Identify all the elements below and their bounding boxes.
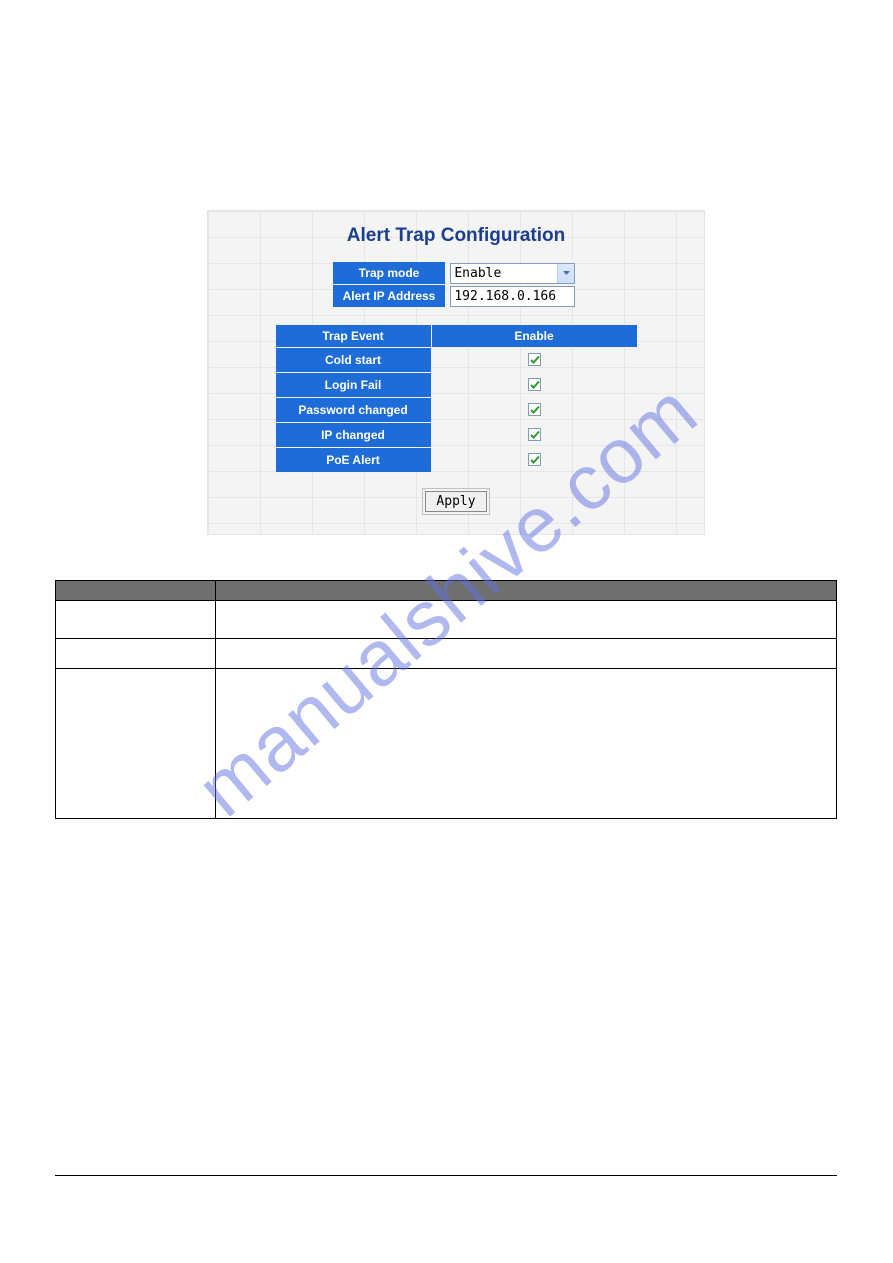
password-changed-checkbox[interactable] xyxy=(528,403,541,416)
cold-start-checkbox[interactable] xyxy=(528,353,541,366)
alert-ip-cell: 192.168.0.166 xyxy=(446,285,579,307)
col-trap-event: Trap Event xyxy=(276,325,431,347)
trap-mode-cell: Enable xyxy=(446,262,579,284)
chevron-down-icon xyxy=(557,264,574,283)
event-password-changed: Password changed xyxy=(276,398,431,422)
desc-header-row xyxy=(56,581,837,601)
poe-alert-checkbox[interactable] xyxy=(528,453,541,466)
config-table: Trap mode Enable Alert IP Address 192.16… xyxy=(332,261,581,308)
ip-changed-checkbox[interactable] xyxy=(528,428,541,441)
alert-ip-row: Alert IP Address 192.168.0.166 xyxy=(333,285,580,307)
apply-button[interactable]: Apply xyxy=(425,491,486,512)
desc-header-1 xyxy=(56,581,216,601)
event-cold-start-check-cell xyxy=(432,348,637,372)
desc-cell xyxy=(56,669,216,819)
table-row: Cold start xyxy=(276,348,637,372)
footer-divider xyxy=(55,1175,837,1176)
desc-cell xyxy=(216,639,837,669)
trap-mode-label: Trap mode xyxy=(333,262,446,284)
table-row: PoE Alert xyxy=(276,448,637,472)
trap-event-table: Trap Event Enable Cold start Login Fail … xyxy=(275,324,638,473)
desc-cell xyxy=(56,639,216,669)
alert-trap-panel: Alert Trap Configuration Trap mode Enabl… xyxy=(207,210,705,535)
table-row xyxy=(56,669,837,819)
table-row: Password changed xyxy=(276,398,637,422)
trap-mode-value: Enable xyxy=(454,266,501,281)
alert-ip-input[interactable]: 192.168.0.166 xyxy=(450,286,575,307)
login-fail-checkbox[interactable] xyxy=(528,378,541,391)
desc-cell xyxy=(56,601,216,639)
alert-ip-value: 192.168.0.166 xyxy=(454,289,556,304)
desc-cell xyxy=(216,601,837,639)
event-ip-changed-check-cell xyxy=(432,423,637,447)
desc-cell xyxy=(216,669,837,819)
event-login-fail-check-cell xyxy=(432,373,637,397)
event-ip-changed: IP changed xyxy=(276,423,431,447)
event-poe-alert-check-cell xyxy=(432,448,637,472)
event-poe-alert: PoE Alert xyxy=(276,448,431,472)
event-password-changed-check-cell xyxy=(432,398,637,422)
table-row: Login Fail xyxy=(276,373,637,397)
desc-header-2 xyxy=(216,581,837,601)
trap-mode-row: Trap mode Enable xyxy=(333,262,580,284)
panel-title: Alert Trap Configuration xyxy=(208,211,704,261)
alert-ip-label: Alert IP Address xyxy=(333,285,446,307)
apply-wrap: Apply xyxy=(208,491,704,512)
description-table xyxy=(55,580,837,819)
table-row: IP changed xyxy=(276,423,637,447)
table-row xyxy=(56,601,837,639)
col-enable: Enable xyxy=(432,325,637,347)
table-row xyxy=(56,639,837,669)
trap-mode-select[interactable]: Enable xyxy=(450,263,575,284)
event-cold-start: Cold start xyxy=(276,348,431,372)
event-login-fail: Login Fail xyxy=(276,373,431,397)
event-header-row: Trap Event Enable xyxy=(276,325,637,347)
